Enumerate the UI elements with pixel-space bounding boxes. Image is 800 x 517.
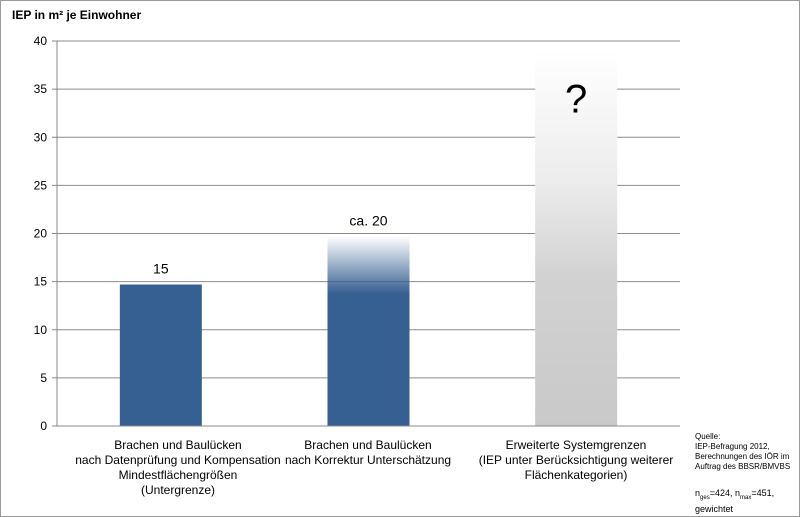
bar-1 [119, 284, 202, 426]
y-tick-label: 35 [34, 82, 48, 96]
y-tick-label: 20 [34, 227, 48, 241]
y-axis-title: IEP in m² je Einwohner [12, 8, 142, 22]
y-tick-label: 15 [34, 275, 48, 289]
bar-2 [327, 236, 410, 426]
sample-size-note: nges=424, nmax=451, gewichtet [695, 488, 775, 514]
bars [119, 50, 618, 426]
y-tick-label: 10 [34, 323, 48, 337]
source-note: Quelle: IEP-Befragung 2012, Berechnungen… [695, 432, 791, 471]
data-label-1: 15 [153, 261, 169, 277]
category-label-2: Brachen und Baulücken nach Korrektur Unt… [284, 438, 452, 467]
y-axis-ticks: 0 5 10 15 20 25 30 35 40 [34, 34, 57, 433]
y-tick-label: 5 [40, 371, 47, 385]
y-tick-label: 0 [40, 419, 47, 433]
category-label-3: Erweiterte Systemgrenzen (IEP unter Berü… [478, 438, 674, 482]
y-tick-label: 25 [34, 178, 48, 192]
y-tick-label: 30 [34, 130, 48, 144]
data-label-2: ca. 20 [349, 212, 387, 228]
y-tick-label: 40 [34, 34, 48, 48]
data-labels: 15 ca. 20? [153, 78, 587, 277]
bar-3-question-mark: ? [565, 78, 587, 122]
category-label-1: Brachen und Baulücken nach Datenprüfung … [75, 438, 281, 497]
bar-3 [535, 50, 618, 426]
